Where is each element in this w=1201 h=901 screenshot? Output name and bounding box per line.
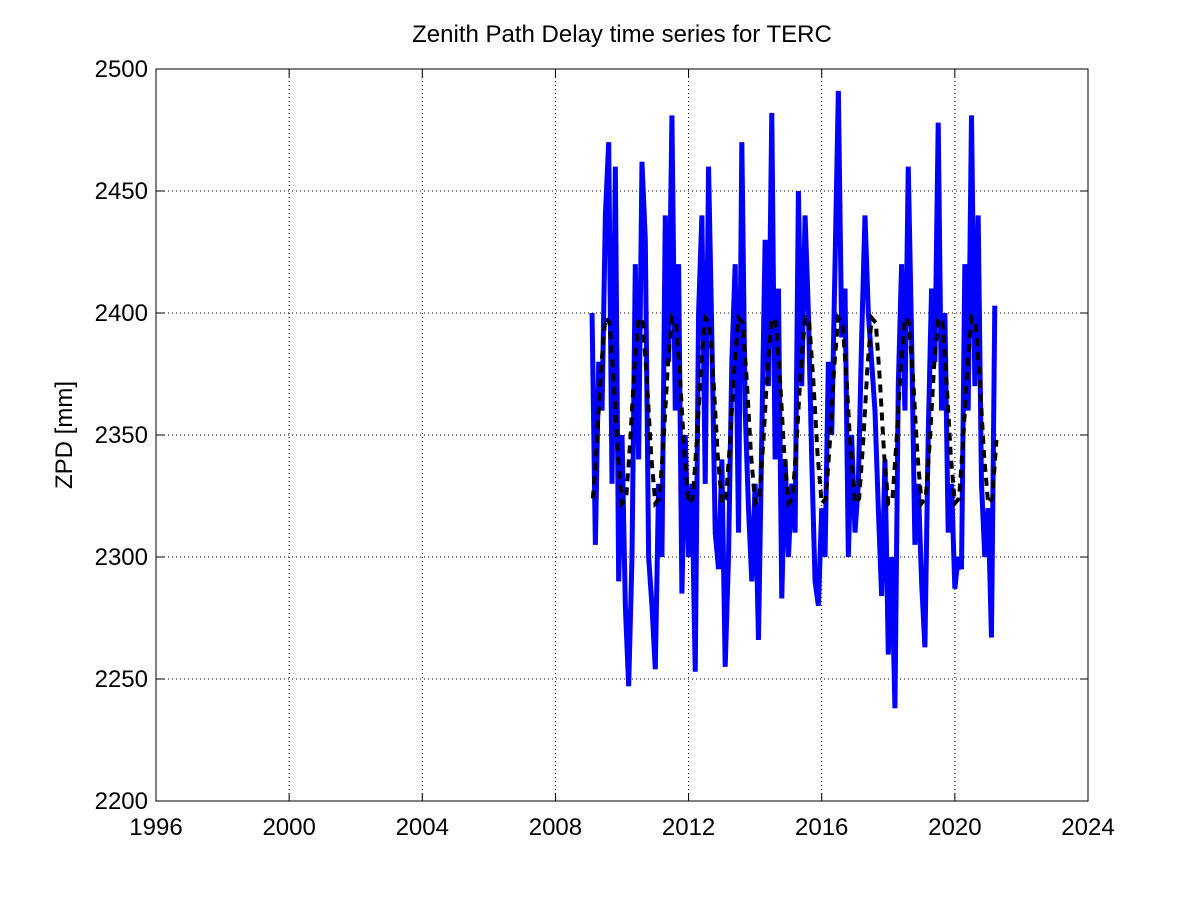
x-tick-label: 2004 <box>396 814 449 841</box>
y-tick-label: 2400 <box>95 300 148 327</box>
data-line <box>589 90 998 709</box>
fit-line <box>590 312 999 509</box>
y-tick-label: 2500 <box>95 56 148 83</box>
y-tick-label: 2250 <box>95 666 148 693</box>
y-tick-label: 2300 <box>95 544 148 571</box>
chart-title: Zenith Path Delay time series for TERC <box>412 21 832 48</box>
y-tick-label: 2200 <box>95 788 148 815</box>
plot-frame <box>155 68 1089 802</box>
x-tick-label: 2024 <box>1061 814 1114 841</box>
x-tick-label: 2020 <box>928 814 981 841</box>
x-tick-label: 2000 <box>262 814 315 841</box>
y-tick-label: 2450 <box>95 178 148 205</box>
x-tick-label: 2008 <box>529 814 582 841</box>
y-tick-label: 2350 <box>95 422 148 449</box>
x-tick-label: 2012 <box>662 814 715 841</box>
y-axis-label: ZPD [mm] <box>51 381 78 489</box>
x-tick-label: 1996 <box>129 814 182 841</box>
x-tick-label: 2016 <box>795 814 848 841</box>
